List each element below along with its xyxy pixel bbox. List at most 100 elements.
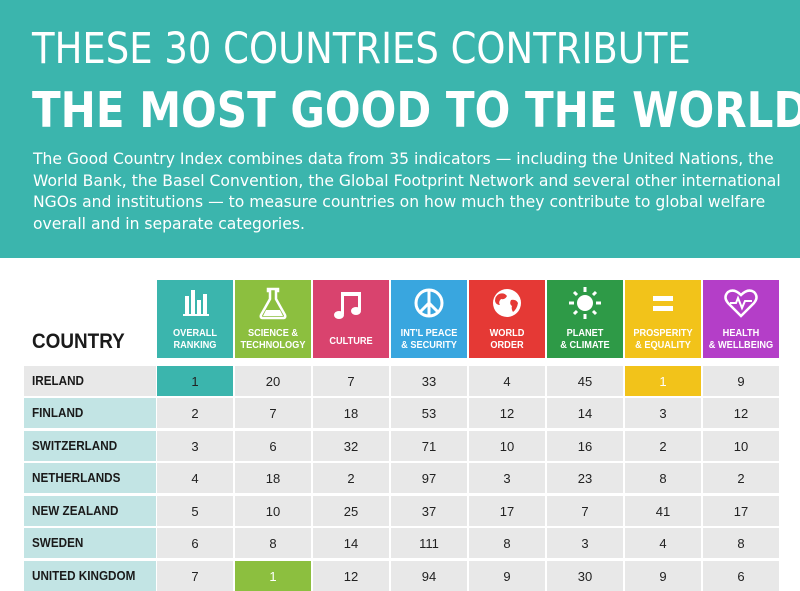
peace-icon [391, 286, 467, 320]
rank-value: 6 [269, 439, 277, 454]
rank-value: 2 [659, 439, 667, 454]
rank-value: 9 [503, 569, 511, 584]
rank-value: 53 [421, 406, 437, 421]
rank-value: 6 [191, 536, 199, 551]
heart-icon [703, 286, 779, 320]
rank-value: 2 [347, 471, 355, 486]
rank-value: 10 [265, 504, 281, 519]
table-row: UNITED KINGDOM 7 1 12 94 9 30 9 6 [24, 561, 779, 591]
column-header-peace: INT'L PEACE & SECURITY [391, 280, 467, 358]
column-label-line2: & WELLBEING [708, 340, 774, 351]
column-label-line1: PROSPERITY [633, 328, 693, 339]
column-label-line2: & CLIMATE [560, 340, 610, 351]
table-row: NETHERLANDS 4 18 2 97 3 23 8 2 [24, 463, 779, 493]
rank-value: 7 [347, 374, 355, 389]
rank-value: 5 [191, 504, 199, 519]
column-header-culture: CULTURE [313, 280, 389, 358]
rank-value: 17 [499, 504, 515, 519]
rank-value: 2 [191, 406, 199, 421]
rank-value: 4 [191, 471, 199, 486]
music-note-icon [313, 288, 389, 322]
table-row: FINLAND 2 7 18 53 12 14 3 12 [24, 398, 779, 428]
rank-value: 2 [737, 471, 745, 486]
rank-value: 9 [659, 569, 667, 584]
column-label-line2: & EQUALITY [635, 340, 691, 351]
column-label-line1: SCIENCE & [247, 328, 299, 339]
rank-value: 97 [421, 471, 437, 486]
rank-value: 6 [737, 569, 745, 584]
column-header-health: HEALTH & WELLBEING [703, 280, 779, 358]
rank-value: 16 [577, 439, 593, 454]
rank-value: 1 [269, 569, 277, 584]
table-row: SWEDEN 6 8 14 111 8 3 4 8 [24, 528, 779, 558]
rank-value: 111 [419, 536, 439, 551]
rank-value: 3 [659, 406, 667, 421]
rank-value: 41 [655, 504, 671, 519]
rank-value: 4 [503, 374, 511, 389]
rank-value: 12 [733, 406, 749, 421]
column-label-line1: HEALTH [722, 328, 760, 339]
country-name: SWEDEN [32, 535, 84, 550]
rank-value: 1 [659, 374, 667, 389]
rank-value: 1 [191, 374, 199, 389]
header-banner: THESE 30 COUNTRIES CONTRIBUTE THE MOST G… [0, 0, 800, 258]
rank-value: 8 [737, 536, 745, 551]
column-header-overall: OVERALL RANKING [157, 280, 233, 358]
rank-value: 10 [733, 439, 749, 454]
table-row: NEW ZEALAND 5 10 25 37 17 7 41 17 [24, 496, 779, 526]
rank-value: 7 [581, 504, 589, 519]
country-name: NEW ZEALAND [32, 503, 119, 518]
column-header-world-order: WORLD ORDER [469, 280, 545, 358]
rank-value: 33 [421, 374, 437, 389]
rank-value: 14 [343, 536, 359, 551]
column-label-line2: ORDER [490, 340, 524, 351]
rank-value: 71 [421, 439, 437, 454]
equals-icon [625, 286, 701, 320]
column-label-line1: WORLD [489, 328, 525, 339]
rank-value: 18 [265, 471, 281, 486]
globe-icon [469, 286, 545, 320]
rank-value: 3 [191, 439, 199, 454]
bar-chart-icon [157, 286, 233, 320]
country-name: UNITED KINGDOM [32, 568, 136, 583]
rank-value: 3 [503, 471, 511, 486]
rank-value: 8 [503, 536, 511, 551]
rank-value: 45 [577, 374, 593, 389]
country-name: NETHERLANDS [32, 470, 121, 485]
rank-value: 23 [577, 471, 593, 486]
rank-value: 25 [343, 504, 359, 519]
column-label-line2: RANKING [173, 340, 217, 351]
table-row: SWITZERLAND 3 6 32 71 10 16 2 10 [24, 431, 779, 461]
flask-icon [235, 286, 311, 320]
title-line-2: THE MOST GOOD TO THE WORLD [32, 82, 800, 139]
column-label-line1: CULTURE [329, 336, 373, 347]
rank-value: 4 [659, 536, 667, 551]
rank-value: 7 [269, 406, 277, 421]
rank-value: 3 [581, 536, 589, 551]
rank-value: 8 [269, 536, 277, 551]
rank-value: 17 [733, 504, 749, 519]
column-label-line2: TECHNOLOGY [240, 340, 306, 351]
column-header-prosperity: PROSPERITY & EQUALITY [625, 280, 701, 358]
rank-value: 37 [421, 504, 437, 519]
column-header-planet: PLANET & CLIMATE [547, 280, 623, 358]
country-name: SWITZERLAND [32, 438, 118, 453]
country-column-header: COUNTRY [32, 330, 125, 353]
rank-value: 10 [499, 439, 515, 454]
rank-value: 94 [421, 569, 437, 584]
table-row: IRELAND 1 20 7 33 4 45 1 9 [24, 366, 779, 396]
column-label-line1: INT'L PEACE [400, 328, 458, 339]
rank-value: 9 [737, 374, 745, 389]
rank-value: 14 [577, 406, 593, 421]
rank-value: 32 [343, 439, 359, 454]
rank-value: 7 [191, 569, 199, 584]
title-line-1: THESE 30 COUNTRIES CONTRIBUTE [32, 24, 691, 74]
rank-value: 30 [577, 569, 593, 584]
country-name: FINLAND [32, 405, 84, 420]
rank-value: 12 [343, 569, 359, 584]
column-label-line2: & SECURITY [401, 340, 457, 351]
column-label-line1: OVERALL [173, 328, 217, 339]
description: The Good Country Index combines data fro… [33, 150, 781, 233]
rank-value: 20 [265, 374, 281, 389]
column-label-line1: PLANET [566, 328, 604, 339]
